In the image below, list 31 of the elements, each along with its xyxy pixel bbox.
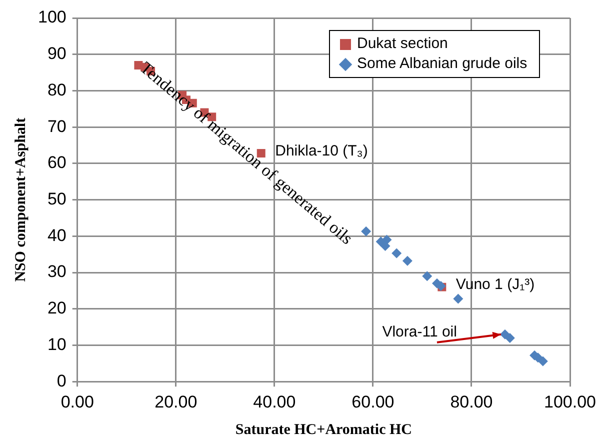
- y-tick-label: 90: [47, 44, 66, 64]
- y-tick-label: 50: [47, 189, 66, 208]
- point: [402, 256, 412, 266]
- legend-label: Dukat section: [357, 34, 448, 54]
- y-tick-label: 30: [47, 262, 66, 282]
- point: [361, 226, 372, 236]
- y-tick-label: 60: [47, 153, 66, 172]
- x-tick-label: 20.00: [154, 392, 198, 412]
- y-tick-label: 10: [47, 334, 66, 354]
- x-axis-title: Saturate HC+Aromatic HC: [235, 422, 412, 438]
- y-axis-title: NSO component+Asphalt: [12, 118, 29, 282]
- point: [422, 271, 432, 282]
- y-tick-label: 0: [56, 371, 66, 390]
- x-tick-label: 40.00: [253, 392, 296, 412]
- y-tick-label: 80: [47, 80, 66, 100]
- point: [538, 356, 548, 366]
- x-tick-label: 0.00: [60, 392, 94, 412]
- y-tick-label: 20: [47, 298, 66, 318]
- x-tick-label: 60.00: [352, 392, 394, 412]
- point: [453, 294, 464, 304]
- annotation: Vuno 1 (J₁³): [456, 276, 535, 294]
- annotation: Dhikla-10 (T₃): [275, 142, 368, 160]
- point: [392, 248, 402, 258]
- y-tick-label: 40: [47, 226, 66, 245]
- point: [504, 332, 515, 343]
- x-tick-label: 80.00: [450, 392, 493, 412]
- annotation: Vlora-11 oil: [382, 323, 457, 340]
- x-tick-label: 100.00: [544, 392, 596, 412]
- legend-label: Some Albanian grude oils: [357, 54, 528, 74]
- y-tick-label: 70: [47, 116, 66, 136]
- y-tick-label: 100: [38, 8, 66, 27]
